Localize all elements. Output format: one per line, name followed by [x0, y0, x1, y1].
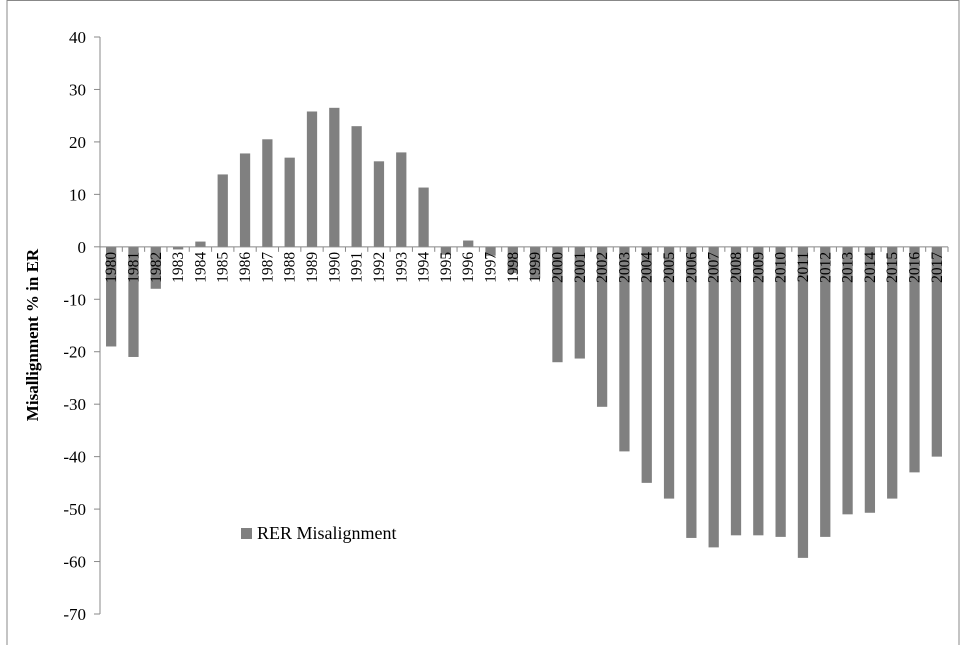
- x-tick-label: 2016: [907, 252, 924, 283]
- x-tick-label: 2011: [795, 252, 812, 282]
- x-tick-label: 2006: [683, 252, 700, 283]
- y-axis: 40 30 20 10 0 -10 -20 -30 -40 -50 -60 -70: [63, 28, 101, 624]
- x-tick-label: 1980: [103, 252, 120, 283]
- x-tick-label: 2015: [884, 252, 901, 283]
- bar-1980: [106, 246, 117, 347]
- bar-1995: [440, 246, 452, 255]
- bar-2017: [931, 246, 942, 457]
- x-axis: 1980 1981 1982 1983 1984 1985 1986 1987 1988 1989…: [99, 246, 949, 283]
- bar-1985: [217, 174, 228, 247]
- bar-1989: [306, 111, 318, 247]
- x-tick-label: 1995: [438, 252, 455, 283]
- x-tick-label: 2002: [594, 252, 611, 283]
- bar-1992: [373, 161, 385, 247]
- bar-1998: [507, 246, 518, 274]
- y-tick-label: -30: [63, 395, 86, 414]
- x-tick-label: 1991: [349, 252, 366, 283]
- x-tick-label: 2000: [549, 252, 566, 283]
- x-tick-label: 2004: [639, 252, 656, 283]
- bar-2003: [619, 246, 630, 452]
- bar-2000: [552, 246, 563, 363]
- y-tick-label: -20: [63, 343, 86, 362]
- bar-1987: [262, 139, 273, 247]
- bar-1983: [172, 246, 184, 250]
- x-tick-label: 1984: [192, 252, 209, 283]
- x-tick-label: 1985: [215, 252, 232, 283]
- x-tick-label: 2008: [728, 252, 745, 283]
- x-tick-label: 1981: [125, 252, 142, 283]
- y-tick-label: 40: [69, 28, 86, 47]
- bar-1991: [351, 126, 362, 247]
- bar-2001: [574, 246, 585, 359]
- legend: RER Misalignment: [241, 523, 397, 543]
- x-tick-label: 2007: [706, 252, 723, 283]
- x-tick-label: 1983: [170, 252, 187, 283]
- bar-1990: [329, 107, 340, 247]
- bar-2009: [753, 246, 764, 536]
- y-tick-label: -40: [63, 448, 86, 467]
- bar-1999: [530, 246, 541, 279]
- bar-1994: [418, 187, 429, 247]
- bar-1993: [396, 152, 407, 247]
- bar-1997: [485, 246, 496, 256]
- bar-1982: [150, 246, 161, 289]
- bar-2010: [775, 246, 786, 537]
- bar-2011: [797, 246, 809, 558]
- x-tick-label: 1998: [505, 252, 522, 283]
- bar-2016: [909, 246, 920, 473]
- x-tick-label: 1997: [483, 252, 500, 283]
- bar-2013: [842, 246, 853, 515]
- bar-2006: [686, 246, 697, 538]
- y-tick-label: -10: [63, 290, 86, 309]
- x-tick-label: 1986: [237, 252, 254, 283]
- x-tick-label: 1996: [460, 252, 477, 283]
- x-tick-label: 2010: [773, 252, 790, 283]
- x-tick-label: 1999: [527, 252, 544, 283]
- bar-1996: [463, 240, 474, 247]
- y-tick-label: 30: [69, 80, 86, 99]
- bar-2007: [708, 246, 719, 548]
- bar-2005: [663, 246, 675, 499]
- x-tick-label: 1989: [304, 252, 321, 283]
- legend-label: RER Misalignment: [257, 523, 397, 543]
- legend-swatch: [241, 528, 252, 539]
- x-tick-label: 2009: [750, 252, 767, 283]
- x-tick-label: 1990: [326, 252, 343, 283]
- y-tick-label: 0: [78, 238, 87, 257]
- x-tick-label: 2013: [840, 252, 857, 283]
- y-tick-label: 20: [69, 133, 86, 152]
- x-tick-label: 2017: [929, 252, 946, 283]
- bar-1988: [284, 157, 295, 247]
- y-tick-label: 10: [69, 185, 86, 204]
- x-tick-label: 2001: [572, 252, 589, 283]
- bar-2015: [887, 246, 898, 499]
- y-tick-label: -60: [63, 553, 86, 572]
- x-tick-label: 1982: [148, 252, 165, 283]
- x-tick-label: 2014: [862, 252, 879, 283]
- bar-2014: [864, 246, 876, 513]
- x-tick-label: 1992: [371, 252, 388, 283]
- x-tick-label: 1988: [282, 252, 299, 283]
- x-tick-label: 1993: [393, 252, 410, 283]
- y-tick-label: -70: [63, 605, 86, 624]
- bar-1981: [128, 246, 139, 357]
- x-tick-label: 2005: [661, 252, 678, 283]
- bar-2002: [596, 246, 608, 407]
- bar-1984: [195, 241, 206, 247]
- x-tick-label: 1987: [259, 252, 276, 283]
- bar-1986: [239, 153, 251, 247]
- bar-2004: [641, 246, 652, 483]
- bar-2008: [730, 246, 742, 536]
- bars-group: [106, 107, 942, 558]
- x-tick-label: 1994: [416, 252, 433, 283]
- bar-2012: [820, 246, 831, 537]
- y-axis-title: Misallignment % in ER: [23, 248, 42, 421]
- y-tick-label: -50: [63, 500, 86, 519]
- x-tick-label: 2012: [817, 252, 834, 283]
- x-tick-label: 2003: [616, 252, 633, 283]
